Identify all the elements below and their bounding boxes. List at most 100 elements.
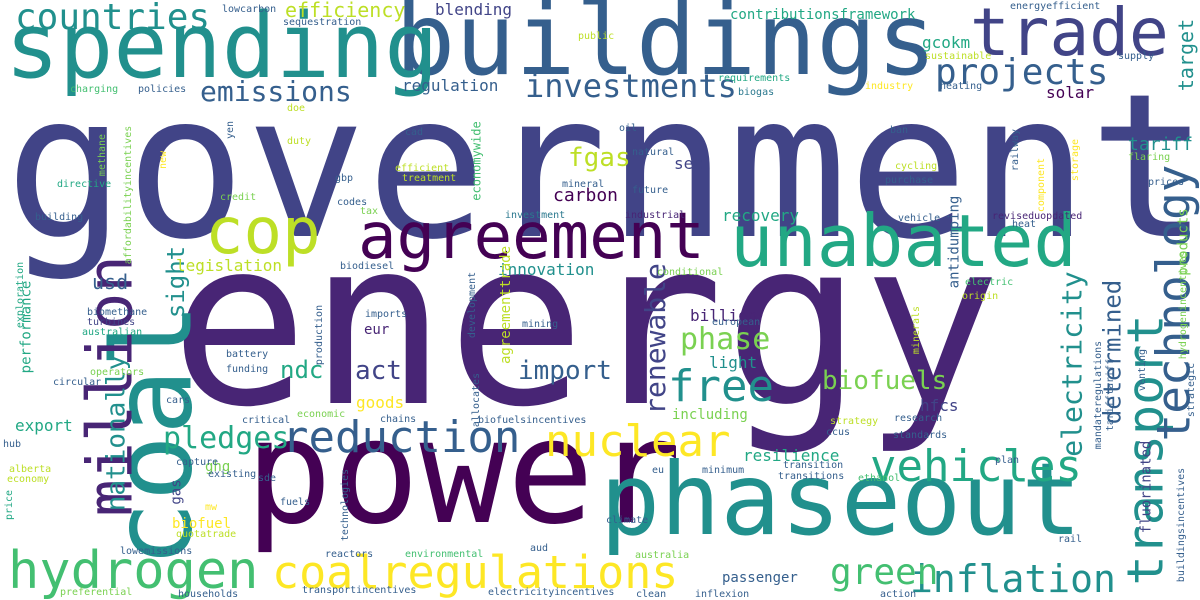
word-hfcs: hfcs (920, 398, 959, 414)
word-gcokm: gcokm (922, 35, 970, 51)
word-charging: charging (70, 85, 118, 95)
word-electricity: electricity (1059, 271, 1087, 456)
word-lowcarbon: lowcarbon (222, 5, 276, 15)
word-inflation: inflation (910, 560, 1116, 598)
word-vehicles: vehicles (870, 445, 1082, 489)
word-strategic: strategic (1187, 363, 1197, 417)
word-vehicle: vehicle (898, 214, 940, 224)
word-households: households (178, 590, 238, 600)
word-policies: policies (138, 85, 186, 95)
word-technologies: technologies (341, 469, 351, 541)
word-capture: capture (176, 458, 218, 468)
word-doe: doe (287, 104, 305, 114)
word-recovery: recovery (722, 208, 799, 224)
word-biofuelsincentives: biofuelsincentives (478, 416, 586, 426)
word-development: development (468, 272, 478, 338)
word-contributionsframework: contributionsframework (730, 8, 915, 22)
word-mandateregulations: mandateregulations (1094, 341, 1104, 449)
word-origin: origin (962, 292, 998, 302)
word-economywide: economywide (471, 121, 483, 200)
word-green: green (830, 555, 938, 591)
word-cop: cop (205, 200, 321, 264)
word-inflexion: inflexion (695, 590, 749, 600)
word-yen: yen (226, 121, 236, 139)
word-preferential: preferential (60, 588, 132, 598)
word-chains: chains (380, 415, 416, 425)
word-heating: heating (940, 82, 982, 92)
word-imports: imports (365, 310, 407, 320)
word-biogas: biogas (738, 88, 774, 98)
word-lowemissions: lowemissions (120, 547, 192, 557)
word-economy: economy (7, 475, 49, 485)
word-industrial: industrial (625, 211, 685, 221)
word-agreementtrade: agreementtrade (499, 246, 513, 364)
word-ban: ban (890, 126, 908, 136)
word-affordabilityincentives: affordabilityincentives (124, 126, 134, 264)
word-regulation: regulation (402, 78, 498, 94)
word-fuels: fuels (280, 498, 310, 508)
word-cars: cars (166, 396, 190, 406)
word-sec: sec (674, 156, 703, 172)
word-transitions: transitions (778, 472, 844, 482)
word-tax: tax (360, 207, 378, 217)
word-natural: natural (632, 148, 674, 158)
word-supply: supply (1118, 52, 1154, 62)
word-antidumping: antidumping (947, 196, 961, 289)
word-passenger: passenger (722, 571, 798, 585)
word-oil: oil (619, 124, 637, 134)
word-australian: australian (82, 328, 142, 338)
word-reactors: reactors (325, 550, 373, 560)
word-buildingsincentives: buildingsincentives (1177, 468, 1187, 582)
word-funding: funding (226, 365, 268, 375)
word-usd: usd (92, 272, 128, 292)
word-heat: heat (1012, 220, 1036, 230)
word-eur: eur (364, 323, 389, 337)
word-methane: methane (98, 134, 108, 176)
word-treatment: treatment (402, 174, 456, 184)
word-phase: phase (680, 325, 770, 355)
word-action: action (880, 590, 916, 600)
word-nuclear: nuclear (545, 420, 730, 464)
word-research: research (894, 414, 942, 424)
word-export: export (15, 418, 73, 434)
word-circular: circular (53, 378, 101, 388)
word-strategy: strategy (830, 417, 878, 427)
word-gbp: gbp (335, 174, 353, 184)
word-ccus: ccus (826, 428, 850, 438)
word-tarifftariff: tarifftariff (1106, 359, 1116, 431)
word-target: target (1176, 19, 1196, 91)
word-mineral: mineral (562, 180, 604, 190)
word-production: production (315, 305, 325, 365)
word-duty: duty (287, 137, 311, 147)
word-flaring: flaring (1128, 153, 1170, 163)
word-gas: gas (170, 479, 184, 504)
word-biodiesel: biodiesel (340, 262, 394, 272)
word-venting: venting (1138, 349, 1148, 391)
word-import: import (518, 358, 612, 384)
word-biofuels: biofuels (822, 368, 947, 394)
word-building: building (35, 213, 83, 223)
word-reviseduopdated: reviseduopdated (992, 212, 1082, 222)
word-fgas: fgas (568, 145, 631, 171)
word-sustainable: sustainable (925, 52, 991, 62)
word-electricityincentives: electricityincentives (488, 588, 614, 598)
word-emissions: emissions (200, 78, 352, 106)
word-eu: eu (652, 466, 664, 476)
word-existing: existing (208, 470, 256, 480)
word-critical: critical (242, 416, 290, 426)
word-legislation: legislation (176, 258, 282, 274)
word-hub: hub (3, 440, 21, 450)
word-plan: plan (995, 456, 1019, 466)
word-transition: transition (783, 461, 843, 471)
word-conditional: conditional (657, 268, 723, 278)
word-standards: standards (893, 431, 947, 441)
word-electric: electric (965, 278, 1013, 288)
word-public: public (578, 32, 614, 42)
word-ethanol: ethanol (858, 474, 900, 484)
word-transportincentives: transportincentives (302, 586, 416, 596)
word-aud: aud (530, 544, 548, 554)
word-cad: cad (405, 128, 423, 138)
word-act: act (355, 358, 402, 384)
word-storage: storage (1071, 139, 1081, 181)
word-clean: clean (636, 590, 666, 600)
